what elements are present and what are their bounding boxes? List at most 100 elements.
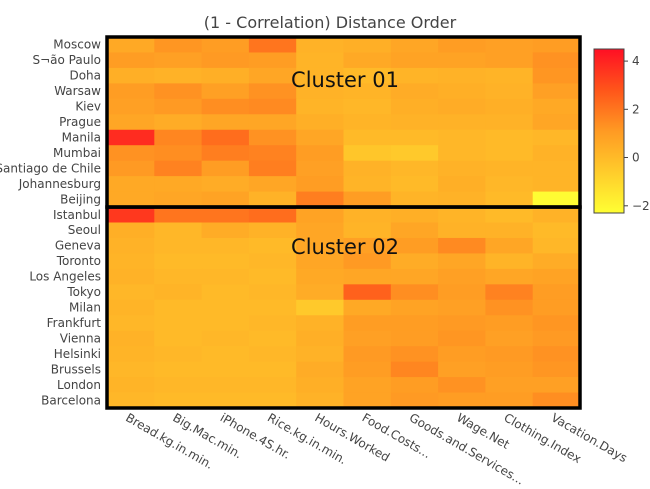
heatmap-cell xyxy=(532,237,581,255)
heatmap-cell xyxy=(343,284,392,301)
heatmap-cell xyxy=(248,284,297,301)
heatmap-cell xyxy=(248,67,297,84)
heatmap-cell xyxy=(296,361,345,378)
colorbar-gradient xyxy=(593,48,625,214)
cluster-boxes: Cluster 01 Cluster 02 xyxy=(105,35,582,410)
heatmap-cell xyxy=(296,330,345,347)
heatmap-cell xyxy=(107,114,155,131)
heatmap-cell xyxy=(390,253,439,270)
y-tick-label: Los Angeles xyxy=(29,270,101,284)
heatmap-cell xyxy=(201,160,250,177)
heatmap-cell xyxy=(390,129,439,146)
heatmap-cell xyxy=(532,129,581,146)
heatmap-cell xyxy=(343,83,392,100)
heatmap-cell xyxy=(532,83,581,100)
y-tick-label: Helsinki xyxy=(54,347,101,361)
heatmap-cell xyxy=(296,284,345,301)
heatmap-cell xyxy=(201,284,250,301)
heatmap-cell xyxy=(296,129,345,146)
heatmap-cell xyxy=(107,98,155,115)
heatmap-cell xyxy=(390,83,439,100)
heatmap-cell xyxy=(248,392,297,409)
heatmap-cell xyxy=(201,52,250,69)
heatmap-cell xyxy=(107,222,155,239)
heatmap-cell xyxy=(390,361,439,378)
heatmap-cell xyxy=(343,160,392,177)
heatmap-cell xyxy=(248,176,297,193)
heatmap-cell xyxy=(343,346,392,363)
heatmap-cell xyxy=(438,52,486,69)
heatmap-cell xyxy=(390,222,439,239)
heatmap-cell xyxy=(532,176,581,193)
heatmap-cell xyxy=(107,83,155,100)
colorbar: 4 2 0 −2 xyxy=(593,48,650,214)
heatmap-cell xyxy=(248,160,297,177)
heatmap-cell xyxy=(485,346,534,363)
heatmap-cell xyxy=(485,330,534,347)
heatmap-cell xyxy=(296,299,345,316)
heatmap-cell xyxy=(532,284,581,301)
heatmap-cell xyxy=(438,346,486,363)
heatmap-cell xyxy=(438,207,486,224)
heatmap-cell xyxy=(438,191,486,208)
heatmap-cell xyxy=(201,207,250,224)
heatmap-cell xyxy=(485,284,534,301)
y-tick-label: Geneva xyxy=(55,239,101,253)
heatmap-cell xyxy=(390,145,439,162)
heatmap-cell xyxy=(154,37,203,54)
heatmap-cell xyxy=(248,361,297,378)
heatmap-cell xyxy=(107,284,155,301)
y-tick-label: Seoul xyxy=(68,223,101,237)
heatmap-cell xyxy=(532,114,581,131)
heatmap-cell xyxy=(485,37,534,54)
heatmap-cell xyxy=(201,191,250,208)
heatmap-cell xyxy=(438,37,486,54)
heatmap-cell xyxy=(296,253,345,270)
heatmap-cell xyxy=(390,207,439,224)
heatmap-cell xyxy=(154,83,203,100)
heatmap-cell xyxy=(248,129,297,146)
heatmap-cell xyxy=(438,330,486,347)
heatmap-cell xyxy=(343,361,392,378)
heatmap-cell xyxy=(154,361,203,378)
heatmap-cell xyxy=(485,83,534,100)
heatmap-cell xyxy=(296,114,345,131)
heatmap-cell xyxy=(438,222,486,239)
heatmap-cell xyxy=(154,284,203,301)
heatmap-cell xyxy=(532,268,581,285)
heatmap-cell xyxy=(107,377,155,394)
y-tick-label: Warsaw xyxy=(54,84,101,98)
heatmap-cell xyxy=(438,299,486,316)
heatmap-cell xyxy=(485,160,534,177)
heatmap-cell xyxy=(154,268,203,285)
heatmap-cell xyxy=(485,361,534,378)
y-tick-label: Milan xyxy=(69,301,101,315)
heatmap-cell xyxy=(248,114,297,131)
heatmap-cell xyxy=(154,160,203,177)
heatmap-cell xyxy=(201,377,250,394)
chart-title: (1 - Correlation) Distance Order xyxy=(204,13,457,32)
heatmap-cell xyxy=(248,237,297,255)
heatmap-cell xyxy=(154,52,203,69)
y-tick-label: Santiago de Chile xyxy=(0,161,101,175)
heatmap-cell xyxy=(485,207,534,224)
y-tick-label: Vienna xyxy=(60,331,101,345)
heatmap-cell xyxy=(390,237,439,255)
heatmap-cell xyxy=(154,114,203,131)
heatmap-cell xyxy=(438,253,486,270)
heatmap-cell xyxy=(201,315,250,332)
heatmap-cell xyxy=(438,145,486,162)
heatmap-cell xyxy=(154,315,203,332)
heatmap-cell xyxy=(248,346,297,363)
heatmap-cell xyxy=(485,377,534,394)
heatmap-cell xyxy=(532,52,581,69)
heatmap-cell xyxy=(485,237,534,255)
heatmap-cell xyxy=(296,377,345,394)
heatmap-cell xyxy=(296,315,345,332)
y-tick-label: S¬ão Paulo xyxy=(32,53,101,67)
heatmap-cell xyxy=(296,176,345,193)
heatmap-cell xyxy=(296,346,345,363)
colorbar-tick-label: 4 xyxy=(632,54,640,68)
heatmap-cell xyxy=(248,207,297,224)
heatmap-cell xyxy=(107,330,155,347)
